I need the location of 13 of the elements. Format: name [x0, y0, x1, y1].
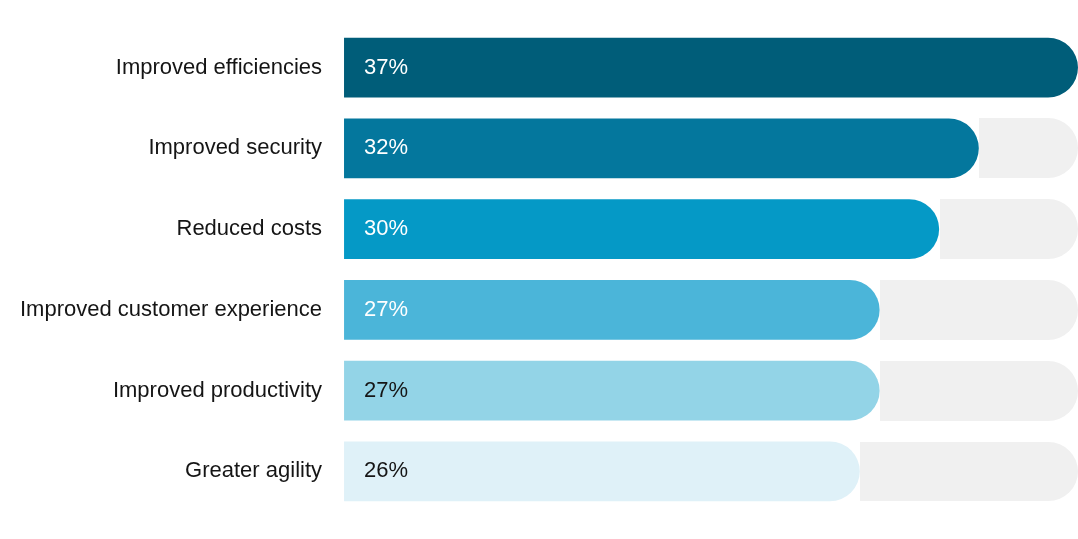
data-label: 32% [364, 134, 409, 160]
data-label: 37% [364, 53, 409, 79]
data-label: 27% [364, 295, 409, 321]
y-tick-label: Improved security [148, 134, 323, 160]
y-tick-label: Greater agility [185, 457, 323, 483]
data-label: 30% [364, 215, 409, 241]
y-tick-label: Improved efficiencies [115, 53, 323, 79]
bar [344, 37, 1078, 98]
y-tick-label: Improved customer experience [20, 295, 323, 321]
data-label: 26% [364, 457, 409, 483]
y-tick-label: Improved productivity [112, 376, 323, 402]
y-tick-label: Reduced costs [176, 215, 323, 241]
data-label: 27% [364, 376, 409, 402]
